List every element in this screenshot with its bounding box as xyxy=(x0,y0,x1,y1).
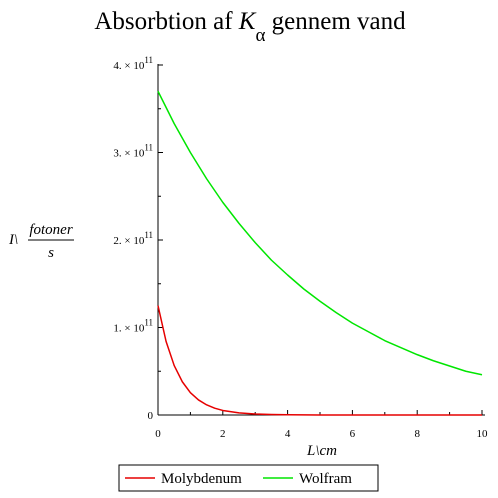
legend-label-molybdenum: Molybdenum xyxy=(161,471,242,487)
chart-title-main: Absorbtion af xyxy=(94,8,238,35)
legend-box xyxy=(118,464,379,492)
x-tick-label: 8 xyxy=(414,428,420,440)
legend-label-wolfram: Wolfram xyxy=(299,471,352,487)
y-tick-mantissa: 1. × 10 xyxy=(113,323,144,335)
y-tick-label: 0 xyxy=(148,410,154,422)
y-tick-exponent: 11 xyxy=(144,143,153,153)
y-tick-mantissa: 4. × 10 xyxy=(113,60,144,72)
y-tick-label: 1. × 1011 xyxy=(113,318,153,335)
y-tick-exponent: 11 xyxy=(144,230,153,240)
x-tick-label: 10 xyxy=(477,428,489,440)
y-tick-label: 3. × 1011 xyxy=(113,143,153,160)
y-tick-mantissa: 3. × 10 xyxy=(113,148,144,160)
x-tick-label: 0 xyxy=(155,428,161,440)
y-tick-mantissa: 2. × 10 xyxy=(113,235,144,247)
chart-title: Absorbtion af Kα gennem vand xyxy=(94,8,406,46)
chart-title-rest: gennem vand xyxy=(265,8,406,35)
series-line-molybdenum xyxy=(157,305,482,416)
x-tick-label: 4 xyxy=(285,428,291,440)
x-tick-label: 6 xyxy=(350,428,356,440)
y-axis-label-denominator: s xyxy=(48,245,54,261)
x-axis-label: L\cm xyxy=(306,443,337,459)
y-axis-label-numerator: fotoner xyxy=(29,222,72,238)
series-lines xyxy=(157,90,483,416)
chart-title-subscript: α xyxy=(255,25,265,46)
y-tick-exponent: 11 xyxy=(144,55,153,65)
y-axis-label-prefix: I\ xyxy=(8,232,18,248)
series-line-wolfram xyxy=(157,90,483,376)
x-tick-label: 2 xyxy=(220,428,226,440)
y-tick-exponent: 11 xyxy=(144,318,153,328)
y-tick-label: 4. × 1011 xyxy=(113,55,153,72)
y-axis-label: I\ fotoner s xyxy=(8,222,74,261)
chart-title-symbol: K xyxy=(238,8,257,35)
legend: Molybdenum Wolfram xyxy=(118,464,379,492)
y-tick-label: 2. × 1011 xyxy=(113,230,153,247)
